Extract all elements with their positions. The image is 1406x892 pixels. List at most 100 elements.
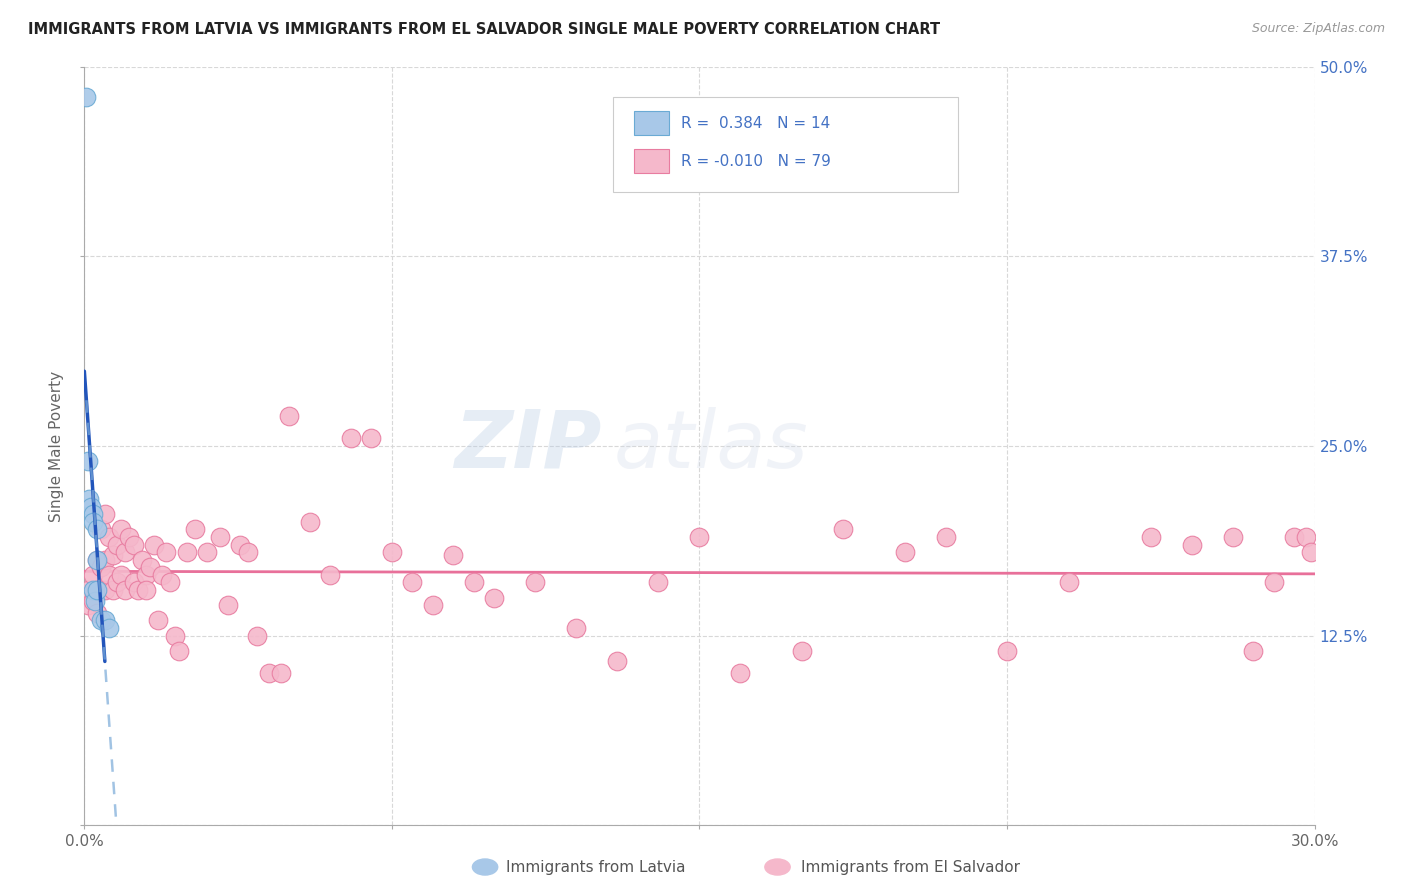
Point: [90, 522, 112, 536]
Point: [101, 548, 124, 562]
Point: [98, 621, 120, 635]
Text: atlas: atlas: [613, 407, 808, 485]
Point: [122, 537, 145, 551]
Point: [360, 432, 382, 446]
Point: [135, 583, 157, 598]
Point: [565, 621, 588, 635]
Text: Immigrants from Latvia: Immigrants from Latvia: [506, 860, 686, 874]
Point: [935, 530, 957, 544]
Point: [90, 583, 112, 598]
Point: [75, 90, 97, 104]
Point: [90, 614, 112, 628]
Point: [155, 545, 177, 559]
Point: [484, 591, 506, 605]
Point: [184, 522, 207, 536]
Point: [150, 568, 173, 582]
Point: [94, 507, 117, 521]
Point: [1263, 575, 1285, 590]
Point: [208, 530, 231, 544]
Point: [105, 537, 128, 551]
Point: [463, 575, 485, 590]
Point: [86, 583, 108, 598]
Point: [298, 515, 321, 529]
Point: [127, 583, 149, 598]
Point: [1181, 537, 1204, 551]
Text: Immigrants from El Salvador: Immigrants from El Salvador: [801, 860, 1021, 874]
Point: [77, 454, 100, 468]
Point: [148, 614, 170, 628]
Point: [163, 628, 186, 642]
Point: [98, 568, 120, 582]
Point: [197, 545, 219, 559]
Text: R =  0.384   N = 14: R = 0.384 N = 14: [681, 116, 831, 131]
Point: [94, 614, 117, 628]
Point: [79, 500, 101, 514]
Point: [122, 575, 145, 590]
Point: [77, 599, 100, 613]
Point: [319, 568, 342, 582]
Point: [101, 583, 124, 598]
Point: [689, 530, 711, 544]
Point: [524, 575, 547, 590]
Point: [1222, 530, 1244, 544]
Point: [86, 552, 108, 567]
FancyBboxPatch shape: [613, 97, 957, 192]
Point: [79, 492, 101, 507]
Point: [159, 575, 181, 590]
Point: [647, 575, 669, 590]
Bar: [634, 111, 669, 136]
Point: [893, 545, 915, 559]
Point: [86, 522, 108, 536]
Bar: [634, 149, 669, 173]
Point: [443, 548, 465, 562]
Point: [1139, 530, 1161, 544]
Point: [82, 515, 104, 529]
Point: [1241, 644, 1264, 658]
Text: Source: ZipAtlas.com: Source: ZipAtlas.com: [1251, 22, 1385, 36]
Point: [82, 583, 104, 598]
Point: [176, 545, 198, 559]
Point: [257, 666, 280, 681]
Point: [135, 568, 157, 582]
Point: [246, 628, 269, 642]
Point: [167, 644, 190, 658]
Point: [238, 545, 260, 559]
Y-axis label: Single Male Poverty: Single Male Poverty: [49, 370, 65, 522]
Point: [86, 583, 108, 598]
Point: [270, 666, 292, 681]
Point: [98, 530, 120, 544]
Text: R = -0.010   N = 79: R = -0.010 N = 79: [681, 154, 831, 169]
Point: [832, 522, 855, 536]
Point: [86, 552, 108, 567]
Point: [110, 522, 132, 536]
Point: [77, 583, 100, 598]
Point: [278, 409, 301, 423]
Point: [606, 654, 628, 668]
Point: [401, 575, 423, 590]
Point: [139, 560, 162, 574]
Point: [82, 568, 104, 582]
Point: [110, 568, 132, 582]
Point: [143, 537, 166, 551]
Point: [86, 606, 108, 620]
Point: [1299, 545, 1322, 559]
Point: [82, 593, 104, 607]
Point: [730, 666, 752, 681]
Point: [229, 537, 252, 551]
Point: [114, 545, 136, 559]
Point: [995, 644, 1018, 658]
Point: [82, 507, 104, 521]
Point: [422, 599, 444, 613]
Point: [790, 644, 813, 658]
Point: [83, 593, 105, 607]
Point: [94, 552, 117, 567]
Point: [105, 575, 128, 590]
Point: [90, 560, 112, 574]
Point: [131, 552, 153, 567]
Point: [1057, 575, 1080, 590]
Point: [381, 545, 404, 559]
Point: [114, 583, 136, 598]
Point: [1282, 530, 1305, 544]
Point: [94, 583, 117, 598]
Text: IMMIGRANTS FROM LATVIA VS IMMIGRANTS FROM EL SALVADOR SINGLE MALE POVERTY CORREL: IMMIGRANTS FROM LATVIA VS IMMIGRANTS FRO…: [28, 22, 941, 37]
